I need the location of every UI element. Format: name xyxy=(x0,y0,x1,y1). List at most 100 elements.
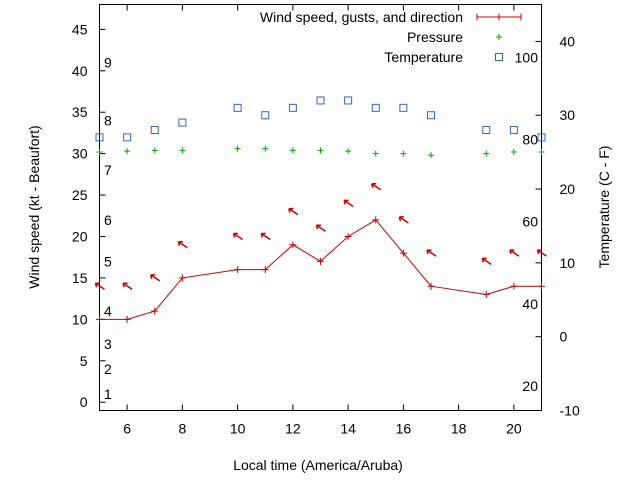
wind-speed-point xyxy=(427,282,435,290)
pressure-point xyxy=(538,148,545,155)
x-tick-label: 16 xyxy=(396,421,412,437)
wind-direction-arrow xyxy=(398,216,409,224)
y-left-tick-label: 35 xyxy=(72,104,88,120)
y-right-tick-label: 10 xyxy=(560,255,576,271)
y-right-tick-label: -10 xyxy=(560,403,580,419)
y-left-tick-label: 40 xyxy=(72,63,88,79)
pressure-point xyxy=(317,147,324,154)
y-left-tick-label: 25 xyxy=(72,187,88,203)
wind-direction-arrow xyxy=(150,274,161,282)
wind-direction-arrow xyxy=(232,232,244,241)
beaufort-label: 5 xyxy=(104,253,112,269)
legend-label: Wind speed, gusts, and direction xyxy=(260,9,463,25)
pressure-point xyxy=(234,145,241,152)
plot-frame xyxy=(99,4,542,411)
wind-speed-point xyxy=(510,282,518,290)
wind-speed-point xyxy=(234,266,242,274)
wind-direction-arrow xyxy=(94,282,105,290)
fahrenheit-label: 80 xyxy=(522,132,538,148)
wind-direction-arrow xyxy=(536,249,547,257)
y-left-tick-label: 0 xyxy=(80,394,88,410)
pressure-point xyxy=(262,145,269,152)
y-left-tick-label: 10 xyxy=(72,311,88,327)
temperature-point xyxy=(537,133,546,142)
temperature-point xyxy=(233,103,242,112)
y-left-tick-label: 15 xyxy=(72,270,88,286)
pressure-point xyxy=(289,147,296,154)
x-tick-label: 20 xyxy=(506,421,522,437)
temperature-point xyxy=(316,96,325,105)
beaufort-label: 6 xyxy=(104,212,112,228)
temperature-point xyxy=(509,125,518,134)
pressure-point xyxy=(510,148,517,155)
temperature-point xyxy=(288,103,297,112)
wind-direction-arrow xyxy=(315,224,326,232)
temperature-point xyxy=(261,111,270,120)
wind-speed-point xyxy=(261,266,269,274)
fahrenheit-label: 60 xyxy=(522,214,538,230)
wind-speed-point xyxy=(151,307,159,315)
wind-speed-point xyxy=(317,257,324,265)
wind-speed-line xyxy=(99,219,542,320)
y-left-tick-label: 30 xyxy=(72,146,88,162)
temperature-point xyxy=(123,133,132,142)
y-right-tick-label: 30 xyxy=(560,107,576,123)
wind-direction-arrow xyxy=(343,199,354,207)
legend-wind-marker xyxy=(476,13,522,21)
beaufort-label: 3 xyxy=(104,336,112,352)
fahrenheit-label: 20 xyxy=(522,378,538,394)
wind-speed-point xyxy=(289,241,297,249)
pressure-point xyxy=(400,150,407,157)
beaufort-label: 7 xyxy=(104,162,112,178)
temperature-point xyxy=(427,111,435,120)
x-tick-label: 6 xyxy=(123,421,131,437)
y-axis-label-left: Wind speed (kt - Beaufort) xyxy=(26,125,42,288)
temperature-point xyxy=(178,118,187,127)
pressure-point xyxy=(345,148,352,155)
wind-speed-point xyxy=(538,282,545,290)
wind-speed-point xyxy=(96,315,103,323)
legend-label: Temperature xyxy=(384,49,463,65)
wind-speed-point xyxy=(344,233,352,240)
x-tick-label: 14 xyxy=(340,421,356,437)
beaufort-label: 4 xyxy=(104,303,112,319)
wind-direction-arrow xyxy=(481,257,492,265)
x-tick-label: 18 xyxy=(451,421,467,437)
x-axis-label: Local time (America/Aruba) xyxy=(233,457,403,473)
y-left-tick-label: 45 xyxy=(72,21,88,37)
pressure-point xyxy=(483,150,490,157)
temperature-point xyxy=(95,133,104,142)
pressure-point xyxy=(428,152,434,159)
temperature-point xyxy=(371,103,380,112)
pressure-point xyxy=(372,150,379,157)
pressure-point xyxy=(124,148,131,155)
wind-direction-arrow xyxy=(426,249,437,257)
beaufort-label: 9 xyxy=(104,55,112,71)
x-tick-label: 10 xyxy=(230,421,246,437)
temperature-point xyxy=(482,125,491,134)
wind-direction-arrow xyxy=(177,241,188,249)
legend-label: Pressure xyxy=(407,29,463,45)
temperature-point xyxy=(399,103,408,112)
wind-speed-point xyxy=(123,315,131,323)
legend-pressure-marker xyxy=(496,34,502,40)
y-right-tick-label: 40 xyxy=(560,33,576,49)
y-axis-label-right: Temperature (C - F) xyxy=(596,146,612,269)
wind-speed-point xyxy=(482,291,490,298)
beaufort-label: 1 xyxy=(104,386,112,402)
wind-speed-point xyxy=(372,216,380,224)
temperature-point xyxy=(150,125,159,134)
wind-direction-arrow xyxy=(288,207,299,216)
x-tick-label: 12 xyxy=(285,421,301,437)
y-right-tick-label: 20 xyxy=(560,181,576,197)
y-left-tick-label: 20 xyxy=(72,229,88,245)
wind-direction-arrow xyxy=(509,249,520,257)
legend-temperature-marker xyxy=(495,53,503,61)
wind-direction-arrow xyxy=(122,282,133,290)
wind-direction-arrow xyxy=(260,232,271,241)
beaufort-label: 2 xyxy=(104,361,112,377)
beaufort-label: 8 xyxy=(104,113,112,129)
pressure-point xyxy=(179,147,186,154)
